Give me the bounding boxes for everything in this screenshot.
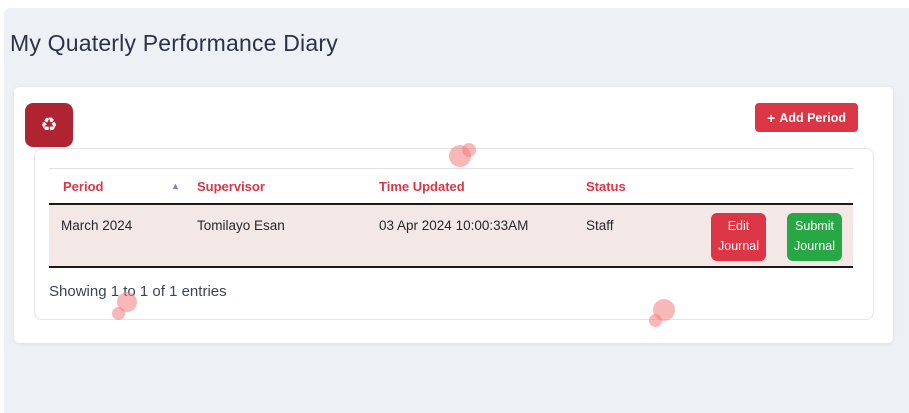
column-header-period[interactable]: Period: [63, 178, 104, 194]
page-title: My Quaterly Performance Diary: [10, 30, 338, 56]
column-header-supervisor[interactable]: Supervisor: [197, 178, 265, 194]
cell-actions: Edit Journal Submit Journal: [711, 205, 853, 268]
plus-icon: +: [767, 109, 776, 126]
submit-journal-button[interactable]: Submit Journal: [787, 212, 842, 261]
edit-journal-button[interactable]: Edit Journal: [711, 212, 766, 261]
sort-asc-icon: ▲: [171, 181, 180, 191]
diary-card: ♻ + Add Period Period Supervisor Time Up…: [14, 87, 893, 343]
table-header-row: Period Supervisor Time Updated Status ▲: [49, 168, 853, 205]
cell-time-updated: 03 Apr 2024 10:00:33AM: [379, 218, 529, 233]
entries-info: Showing 1 to 1 of 1 entries: [49, 283, 227, 300]
column-header-time-updated[interactable]: Time Updated: [379, 178, 465, 194]
recycle-icon: ♻: [40, 114, 58, 136]
add-period-button[interactable]: + Add Period: [755, 103, 858, 132]
table-panel: Period Supervisor Time Updated Status ▲ …: [34, 148, 874, 320]
table-row: March 2024 Tomilayo Esan 03 Apr 2024 10:…: [49, 205, 853, 268]
refresh-button[interactable]: ♻: [25, 103, 73, 147]
add-period-label: Add Period: [779, 110, 846, 125]
cell-period: March 2024: [61, 218, 133, 233]
cell-supervisor: Tomilayo Esan: [197, 218, 285, 233]
column-header-status[interactable]: Status: [586, 178, 626, 194]
cell-status: Staff: [586, 218, 614, 233]
periods-table: Period Supervisor Time Updated Status ▲ …: [49, 168, 853, 268]
